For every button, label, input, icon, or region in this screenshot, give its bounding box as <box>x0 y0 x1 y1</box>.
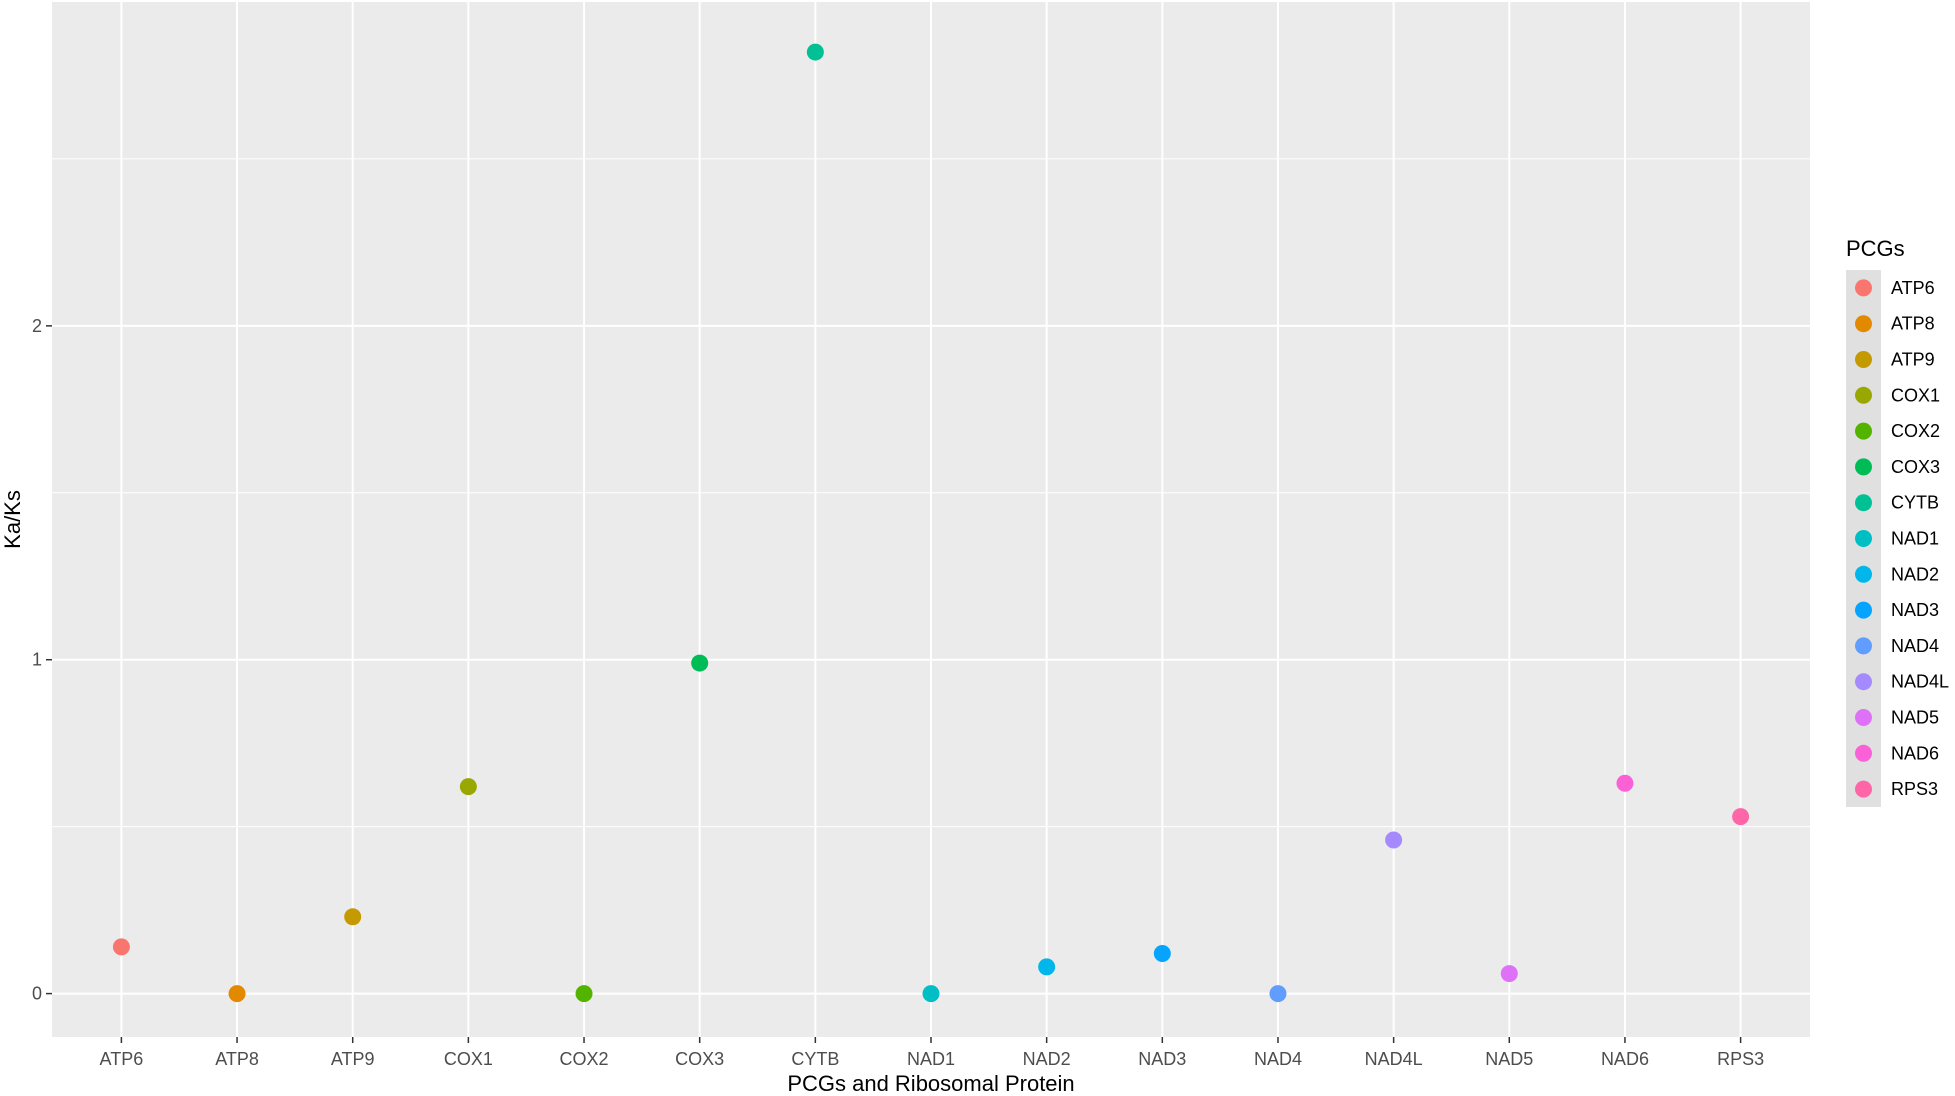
legend-key-nad6 <box>1855 744 1872 762</box>
legend-label-nad4: NAD4 <box>1891 636 1939 656</box>
legend-label-atp8: ATP8 <box>1891 314 1935 334</box>
legend-key-nad2 <box>1855 565 1872 583</box>
legend-label-atp6: ATP6 <box>1891 278 1935 298</box>
x-tick-label: ATP8 <box>215 1049 259 1069</box>
legend-label-nad4l: NAD4L <box>1891 672 1949 692</box>
legend-label-nad1: NAD1 <box>1891 529 1939 549</box>
data-point-cox2 <box>575 985 593 1003</box>
x-tick-label: NAD1 <box>907 1049 955 1069</box>
x-tick-label: CYTB <box>791 1049 839 1069</box>
x-tick-label: RPS3 <box>1717 1049 1764 1069</box>
legend-label-nad2: NAD2 <box>1891 564 1939 584</box>
x-tick-label: NAD5 <box>1485 1049 1533 1069</box>
legend-label-rps3: RPS3 <box>1891 779 1938 799</box>
y-tick-label: 2 <box>32 316 42 336</box>
legend-key-atp6 <box>1855 279 1872 297</box>
x-axis-title: PCGs and Ribosomal Protein <box>787 1071 1074 1096</box>
data-point-nad2 <box>1038 958 1056 976</box>
data-point-atp8 <box>228 985 246 1003</box>
x-tick-label: NAD4L <box>1365 1049 1423 1069</box>
x-axis: ATP6 ATP8 ATP9 COX1 COX2 COX3 CYTB NAD1 NAD2 NAD3… <box>100 1037 1764 1069</box>
x-tick-label: COX1 <box>444 1049 493 1069</box>
x-tick-label: ATP6 <box>100 1049 144 1069</box>
data-point-rps3 <box>1732 808 1750 826</box>
legend-label-atp9: ATP9 <box>1891 350 1935 370</box>
legend-key-atp9 <box>1855 351 1872 368</box>
legend-key-atp8 <box>1855 315 1872 333</box>
y-axis-title: Ka/Ks <box>0 490 25 549</box>
legend-label-cox3: COX3 <box>1891 457 1940 477</box>
data-point-atp6 <box>112 938 130 956</box>
legend-label-cox2: COX2 <box>1891 421 1940 441</box>
data-point-nad5 <box>1500 965 1518 983</box>
legend-label-nad6: NAD6 <box>1891 743 1939 763</box>
legend-key-nad3 <box>1855 601 1872 619</box>
x-tick-label: COX2 <box>560 1049 609 1069</box>
legend-label-nad3: NAD3 <box>1891 600 1939 620</box>
major-grid <box>52 2 1810 1037</box>
x-tick-label: NAD2 <box>1023 1049 1071 1069</box>
legend-label-cytb: CYTB <box>1891 493 1939 513</box>
legend-key-cox3 <box>1855 458 1872 476</box>
legend-label-nad5: NAD5 <box>1891 708 1939 728</box>
data-point-cox1 <box>459 778 477 796</box>
legend-key-nad4 <box>1855 637 1872 655</box>
legend-key-nad4l <box>1855 673 1872 691</box>
data-points <box>112 43 1750 1003</box>
legend-label-cox1: COX1 <box>1891 385 1940 405</box>
data-point-nad6 <box>1616 774 1634 792</box>
y-tick-label: 0 <box>32 984 42 1004</box>
data-point-cytb <box>806 43 824 61</box>
data-point-nad4 <box>1269 985 1287 1003</box>
legend-key-cytb <box>1855 494 1872 512</box>
x-tick-label: NAD4 <box>1254 1049 1302 1069</box>
data-point-nad1 <box>922 985 940 1003</box>
legend-key-rps3 <box>1855 780 1872 798</box>
legend-key-cox1 <box>1855 386 1872 404</box>
legend-title: PCGs <box>1846 236 1905 261</box>
data-point-atp9 <box>344 908 362 926</box>
legend-key-nad1 <box>1855 530 1872 547</box>
data-point-nad3 <box>1153 945 1171 963</box>
legend-key-cox2 <box>1855 422 1872 440</box>
data-point-nad4l <box>1385 831 1403 849</box>
x-tick-label: NAD3 <box>1138 1049 1186 1069</box>
x-tick-label: COX3 <box>675 1049 724 1069</box>
legend-key-nad5 <box>1855 709 1872 726</box>
x-tick-label: ATP9 <box>331 1049 375 1069</box>
x-tick-label: NAD6 <box>1601 1049 1649 1069</box>
data-point-cox3 <box>691 654 709 672</box>
y-axis: 0 1 2 <box>32 316 52 1004</box>
legend: PCGs ATP6 ATP8 ATP9 COX1 COX2 COX3 CYTB NAD1 NAD… <box>1846 236 1949 807</box>
y-tick-label: 1 <box>32 650 42 670</box>
